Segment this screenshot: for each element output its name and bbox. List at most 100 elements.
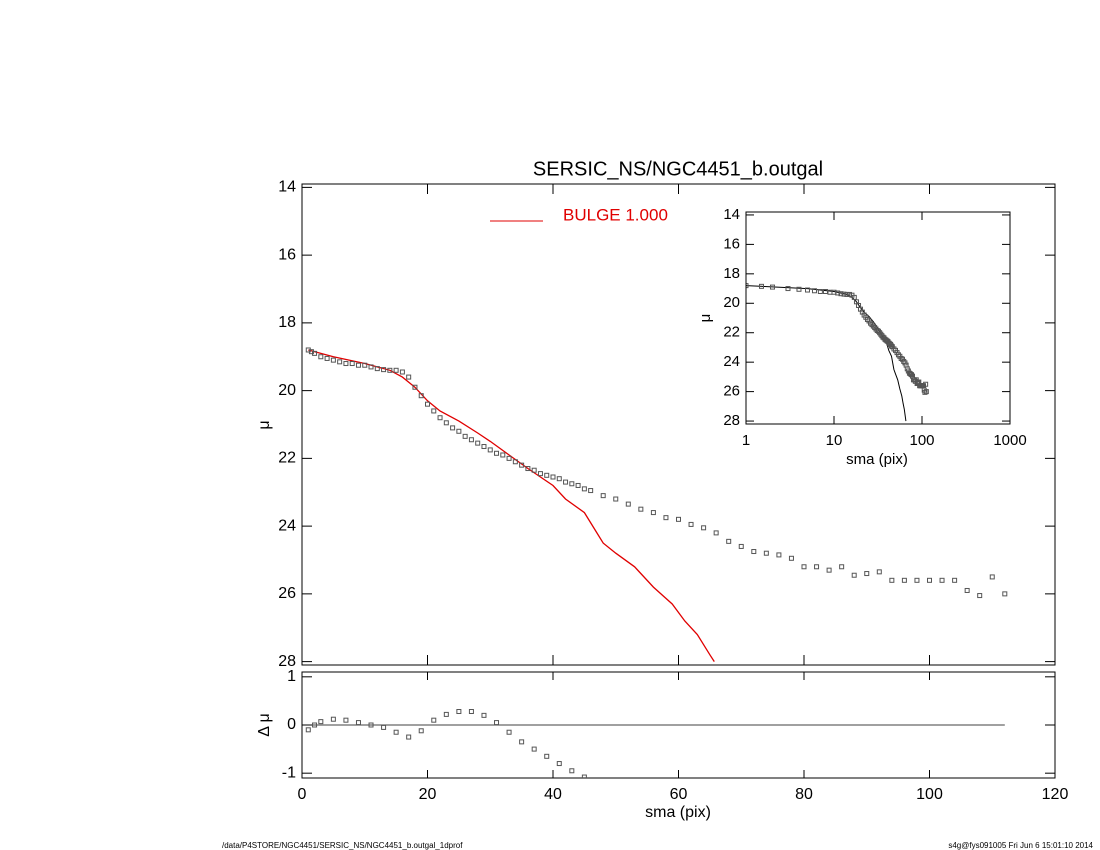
y-tick-label: 22 — [278, 450, 296, 467]
x-tick-label: 1 — [742, 432, 750, 449]
data-point — [889, 577, 895, 583]
data-point — [537, 471, 543, 477]
data-point — [801, 564, 807, 570]
data-point — [475, 440, 481, 446]
data-point — [569, 768, 575, 774]
data-point — [964, 587, 970, 593]
data-point — [922, 389, 928, 395]
plot-frame — [745, 211, 1011, 425]
data-point — [817, 289, 823, 294]
data-point — [368, 722, 374, 728]
y-tick-label: 18 — [723, 265, 740, 282]
data-point — [355, 720, 361, 726]
data-point — [387, 367, 393, 373]
data-point — [788, 555, 794, 561]
y-tick-label: 16 — [723, 235, 740, 252]
data-point — [796, 286, 802, 292]
data-point — [939, 577, 945, 583]
data-point — [406, 374, 412, 380]
data-point — [927, 577, 932, 583]
data-point — [870, 323, 876, 329]
data-point — [814, 564, 820, 570]
data-point — [506, 729, 512, 735]
data-point — [343, 717, 349, 723]
data-point — [494, 720, 500, 726]
data-point — [776, 552, 782, 558]
data-point — [869, 322, 875, 328]
data-point — [418, 393, 424, 399]
data-point — [468, 437, 474, 443]
data-point — [481, 712, 487, 718]
x-tick-label: 100 — [909, 432, 934, 449]
data-point — [456, 428, 462, 434]
data-point — [868, 320, 874, 326]
data-point — [550, 474, 556, 480]
data-point — [864, 571, 870, 577]
data-point — [909, 372, 915, 378]
data-point — [468, 709, 474, 715]
data-point — [443, 711, 449, 717]
x-tick-label: 1000 — [993, 432, 1026, 449]
data-point — [663, 515, 669, 521]
data-point — [701, 525, 707, 531]
data-point — [713, 530, 719, 536]
data-point — [531, 746, 537, 752]
data-point — [581, 774, 587, 778]
data-point — [525, 466, 531, 472]
chart-title: SERSIC_NS/NGC4451_b.outgal — [533, 158, 823, 180]
data-point — [337, 359, 343, 365]
x-tick-label: 80 — [795, 786, 813, 803]
data-point — [977, 593, 983, 599]
data-point — [381, 367, 387, 373]
y-tick-label: 24 — [278, 517, 296, 534]
data-point — [676, 516, 681, 522]
data-point — [726, 538, 732, 544]
y-tick-label: 20 — [278, 382, 296, 399]
data-point — [575, 482, 581, 488]
data-point — [738, 543, 744, 549]
data-point — [923, 381, 929, 387]
plot-area — [305, 347, 1008, 662]
data-point — [362, 362, 368, 368]
data-point — [393, 367, 399, 373]
data-point — [431, 408, 437, 414]
data-point — [588, 488, 594, 494]
y-tick-label: 18 — [278, 314, 296, 331]
x-tick-label: 20 — [419, 786, 437, 803]
x-axis-label: sma (pix) — [645, 804, 711, 821]
x-tick-label: 0 — [298, 786, 307, 803]
data-point — [650, 510, 656, 516]
data-point — [625, 501, 631, 507]
data-point — [450, 425, 456, 431]
data-point — [443, 420, 449, 426]
data-point — [763, 550, 769, 556]
data-point — [500, 452, 506, 458]
data-point — [872, 325, 878, 331]
data-point — [349, 361, 355, 367]
data-point — [519, 739, 525, 745]
y-axis-label: Δ μ — [256, 713, 273, 736]
data-point — [563, 479, 569, 485]
y-tick-label: 28 — [278, 653, 296, 670]
data-point — [544, 472, 550, 478]
data-point — [456, 709, 462, 715]
data-point — [556, 761, 562, 767]
data-point — [462, 433, 468, 439]
data-point — [811, 288, 817, 294]
x-tick-label: 120 — [1042, 786, 1069, 803]
data-point — [512, 459, 518, 465]
legend-label: BULGE 1.000 — [563, 205, 668, 224]
data-point — [581, 486, 587, 492]
data-point — [406, 734, 412, 740]
data-point — [898, 355, 904, 361]
data-point — [305, 727, 311, 733]
plot-area — [746, 283, 929, 422]
data-point — [381, 724, 387, 730]
data-point — [826, 567, 832, 573]
data-point — [393, 729, 399, 735]
data-point — [838, 291, 844, 297]
data-point — [368, 364, 374, 370]
x-tick-label: 60 — [670, 786, 688, 803]
data-point — [544, 753, 550, 759]
data-point — [399, 369, 405, 375]
